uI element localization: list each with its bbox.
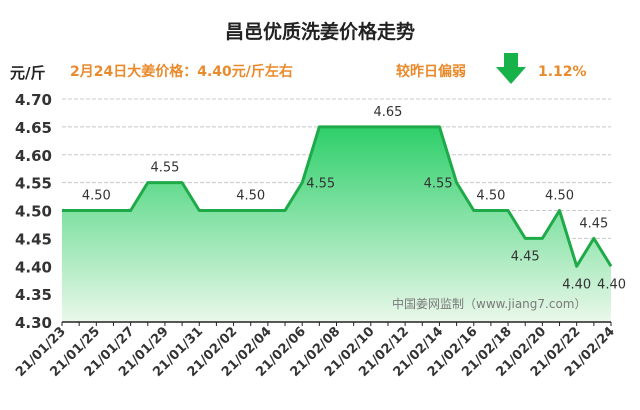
price-line: [62, 125, 613, 268]
data-label: 4.55: [424, 177, 453, 192]
price-info: 2月24日大姜价格：4.40元/斤左右: [70, 63, 293, 80]
y-tick-label: 4.50: [15, 203, 52, 221]
y-tick-label: 4.35: [15, 286, 52, 304]
y-tick-label: 4.55: [15, 175, 52, 193]
data-label: 4.50: [545, 189, 574, 204]
chart-title: 昌邑优质洗姜价格走势: [225, 20, 415, 43]
watermark: 中国姜网监制（www.jiang7.com）: [392, 296, 586, 311]
data-label: 4.55: [306, 177, 335, 192]
y-tick-label: 4.40: [15, 258, 52, 276]
data-label: 4.50: [82, 189, 111, 204]
price-area: [62, 126, 611, 323]
data-label: 4.45: [511, 249, 540, 264]
change-value: 1.12%: [538, 64, 587, 80]
data-labels: 4.50 4.55 4.50 4.55 4.65 4.55 4.50 4.45 4.50 4.40…: [82, 105, 626, 292]
data-label: 4.40: [562, 277, 591, 292]
x-axis: 21/01/2321/01/2521/01/2721/01/2921/01/31…: [13, 321, 618, 380]
data-label: 4.55: [150, 161, 179, 176]
data-label: 4.50: [236, 189, 265, 204]
change-label: 较昨日偏弱: [396, 63, 466, 80]
y-tick-label: 4.60: [15, 147, 52, 165]
y-axis-unit: 元/斤: [10, 64, 45, 82]
y-axis: 4.30 4.35 4.40 4.45 4.50 4.55 4.60 4.65 4.70: [15, 91, 52, 332]
y-tick-label: 4.30: [15, 314, 52, 332]
y-tick-label: 4.45: [15, 230, 52, 248]
data-label: 4.65: [373, 105, 402, 120]
y-tick-label: 4.65: [15, 119, 52, 137]
data-label: 4.40: [597, 277, 626, 292]
data-label: 4.50: [476, 189, 505, 204]
y-tick-label: 4.70: [15, 91, 52, 109]
down-arrow-icon: [496, 53, 526, 84]
data-label: 4.45: [579, 216, 608, 231]
